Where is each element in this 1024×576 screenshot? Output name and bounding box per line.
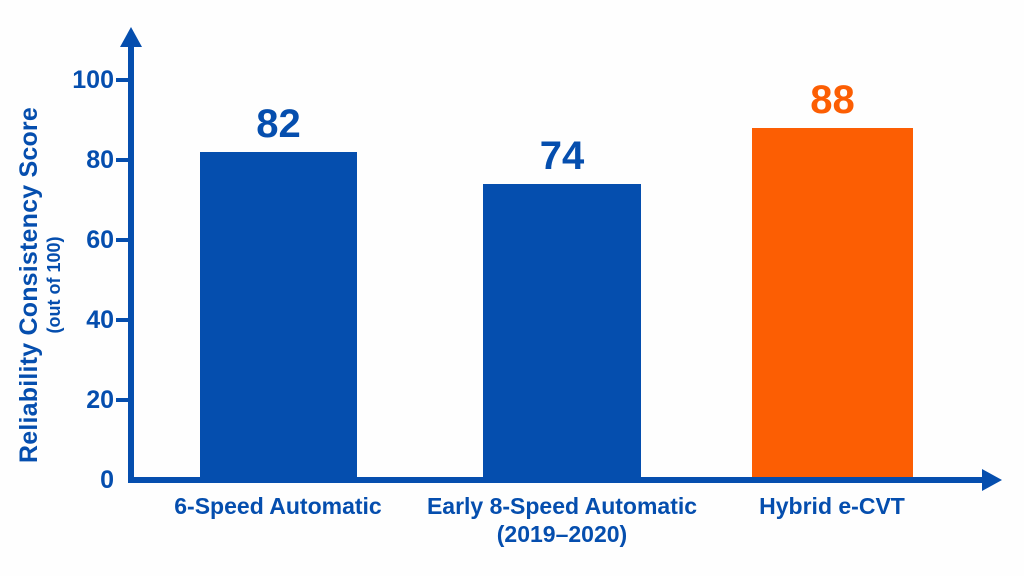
y-tick-40	[116, 318, 129, 322]
x-axis-line	[128, 477, 984, 483]
y-tick-label-40: 40	[86, 306, 114, 334]
bar-6-speed-automatic	[200, 152, 357, 480]
y-axis-arrow-icon	[120, 27, 142, 47]
x-category-label-6-speed-automatic: 6-Speed Automatic	[108, 492, 448, 520]
category-line: Early 8-Speed Automatic	[426, 493, 698, 519]
x-category-label-early-8-speed-automatic: Early 8-Speed Automatic (2019–2020)	[392, 492, 732, 548]
y-tick-label-100: 100	[72, 66, 114, 94]
bar-group-early-8-speed-automatic: 74	[483, 136, 641, 480]
bar-early-8-speed-automatic	[483, 184, 641, 480]
x-axis-arrow-icon	[982, 469, 1002, 491]
bar-value-label: 88	[810, 78, 855, 122]
x-category-label-hybrid-e-cvt: Hybrid e-CVT	[662, 492, 1002, 520]
y-tick-100	[116, 78, 129, 82]
category-line: 6-Speed Automatic	[174, 493, 382, 519]
category-line: Hybrid e-CVT	[759, 493, 905, 519]
y-tick-label-0: 0	[100, 466, 114, 494]
y-tick-label-60: 60	[86, 226, 114, 254]
y-tick-20	[116, 398, 129, 402]
y-tick-label-80: 80	[86, 146, 114, 174]
y-axis-line	[128, 46, 134, 480]
bar-group-6-speed-automatic: 82	[200, 104, 357, 480]
bar-group-hybrid-e-cvt: 88	[752, 80, 913, 480]
bar-value-label: 74	[539, 134, 585, 178]
y-tick-label-20: 20	[86, 386, 114, 414]
bar-hybrid-e-cvt	[752, 128, 913, 480]
y-tick-60	[116, 238, 129, 242]
category-line: (2019–2020)	[496, 521, 628, 548]
bar-value-label: 82	[256, 102, 301, 146]
y-tick-80	[116, 158, 129, 162]
